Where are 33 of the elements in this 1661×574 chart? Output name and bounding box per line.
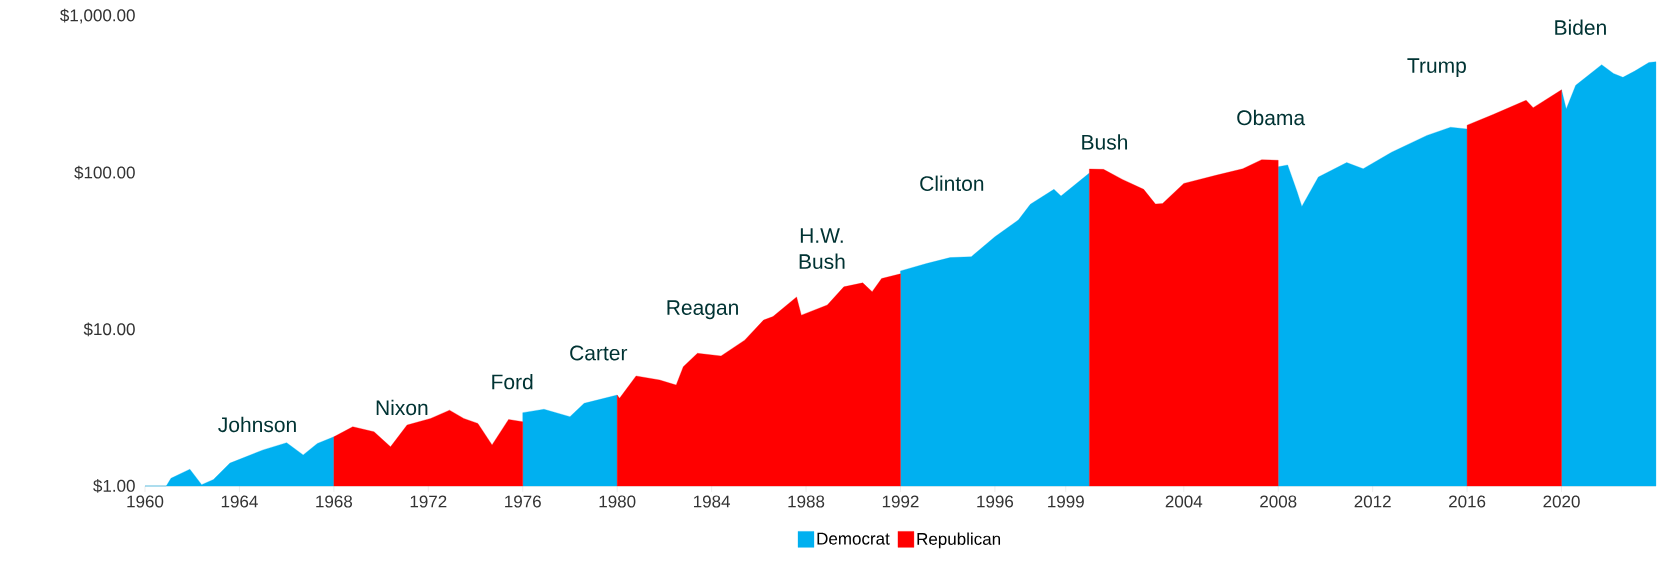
x-tick-label: 2008 (1260, 495, 1297, 508)
x-tick-label: 1976 (505, 495, 541, 508)
x-tick-label: 1968 (316, 495, 353, 508)
x-tick-label: 2020 (1543, 495, 1580, 508)
annotation: Johnson (218, 416, 296, 433)
x-tick-label: 2016 (1449, 495, 1486, 508)
y-tick-label: $10.00 (83, 322, 135, 337)
annotation: Trump (1407, 58, 1466, 78)
legend-label: Republican (917, 532, 1001, 549)
annotation: Clinton (920, 175, 984, 192)
legend-label: Democrat (817, 532, 890, 545)
x-tick-label: 2012 (1354, 495, 1391, 508)
y-tick-label: $1,000.00 (60, 8, 135, 24)
x-tick-label: 1999 (1048, 495, 1084, 508)
x-tick-label: 1960 (127, 495, 164, 508)
annotation: H.W. Bush (799, 228, 845, 269)
annotation: Carter (570, 345, 628, 361)
x-tick-label: 1972 (410, 495, 447, 508)
y-tick-label: $100.00 (74, 165, 135, 180)
x-tick-label: 1964 (221, 495, 258, 508)
x-tick-label: 1992 (882, 495, 919, 508)
x-tick-label: 2004 (1165, 495, 1203, 508)
x-tick-label: 1980 (599, 495, 636, 508)
x-tick-label: 1996 (977, 495, 1014, 508)
x-tick-label: 1984 (694, 495, 731, 508)
annotation: Obama (1237, 109, 1306, 126)
y-tick-label: $1.00 (93, 479, 135, 493)
annotation: Ford (492, 373, 533, 390)
annotation: Biden (1555, 19, 1606, 35)
annotation: Nixon (376, 399, 428, 416)
annotation: Reagan (667, 300, 738, 320)
x-tick-label: 1988 (788, 495, 825, 508)
annotation: Bush (1082, 134, 1128, 150)
